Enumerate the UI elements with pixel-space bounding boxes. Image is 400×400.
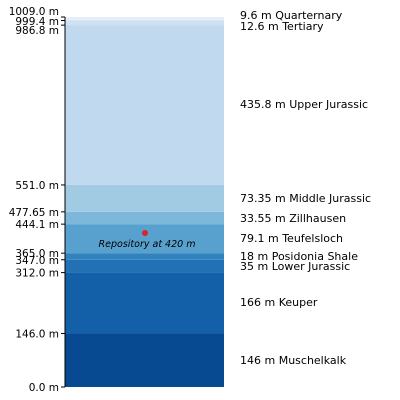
- repository-marker-group: Repository at 420 m: [99, 229, 196, 250]
- layer-label-lower-jurassic: 35 m Lower Jurassic: [240, 260, 350, 273]
- layer-label-middle-jurassic: 73.35 m Middle Jurassic: [240, 192, 371, 205]
- layer-label-zillhausen: 33.55 m Zillhausen: [240, 212, 346, 225]
- layer-rects: [65, 17, 224, 387]
- layer-label-keuper: 166 m Keuper: [240, 296, 318, 309]
- layer-label-upper-jurassic: 435.8 m Upper Jurassic: [240, 98, 368, 111]
- layer-rect-muschelkalk: [65, 333, 224, 387]
- layer-label-muschelkalk: 146 m Muschelkalk: [240, 354, 347, 367]
- layer-rect-tertiary: [65, 20, 224, 26]
- y-axis: [61, 16, 66, 388]
- layer-rect-lower-jurassic: [65, 259, 224, 273]
- layer-rect-keuper: [65, 272, 224, 334]
- layer-label-tertiary: 12.6 m Tertiary: [240, 20, 324, 33]
- layer-label-quarterny: 9.6 m Quarternary: [240, 9, 343, 22]
- layer-label-posidonia-shale: 18 m Posidonia Shale: [240, 250, 358, 263]
- y-tick-label: 551.0 m: [15, 180, 59, 192]
- layer-rect-upper-jurassic: [65, 25, 224, 185]
- layer-rect-quarterny: [65, 17, 224, 21]
- y-tick-label: 347.0 m: [15, 255, 59, 267]
- y-tick-label: 312.0 m: [15, 268, 59, 280]
- repository-label: Repository at 420 m: [99, 239, 196, 250]
- layer-rect-teufelsloch: [65, 224, 224, 254]
- repository-marker: [142, 229, 148, 236]
- y-tick-label: 146.0 m: [15, 328, 59, 340]
- y-tick-label: 477.65 m: [9, 207, 59, 219]
- y-tick-label: 444.1 m: [15, 219, 59, 231]
- layer-labels: 146 m Muschelkalk 166 m Keuper 35 m Lower …: [240, 9, 371, 367]
- y-tick-label: 986.8 m: [15, 25, 59, 37]
- layer-label-teufelsloch: 79.1 m Teufelsloch: [240, 232, 343, 245]
- layer-rect-posidonia-shale: [65, 253, 224, 260]
- y-tick-label: 1009.0 m: [9, 6, 59, 18]
- y-tick-label: 0.0 m: [29, 382, 59, 394]
- y-tick-label: 365.0 m: [15, 248, 59, 260]
- y-tick-label: 999.4 m: [15, 16, 59, 28]
- layer-rect-middle-jurassic: [65, 184, 224, 212]
- layer-rect-zillhausen: [65, 211, 224, 225]
